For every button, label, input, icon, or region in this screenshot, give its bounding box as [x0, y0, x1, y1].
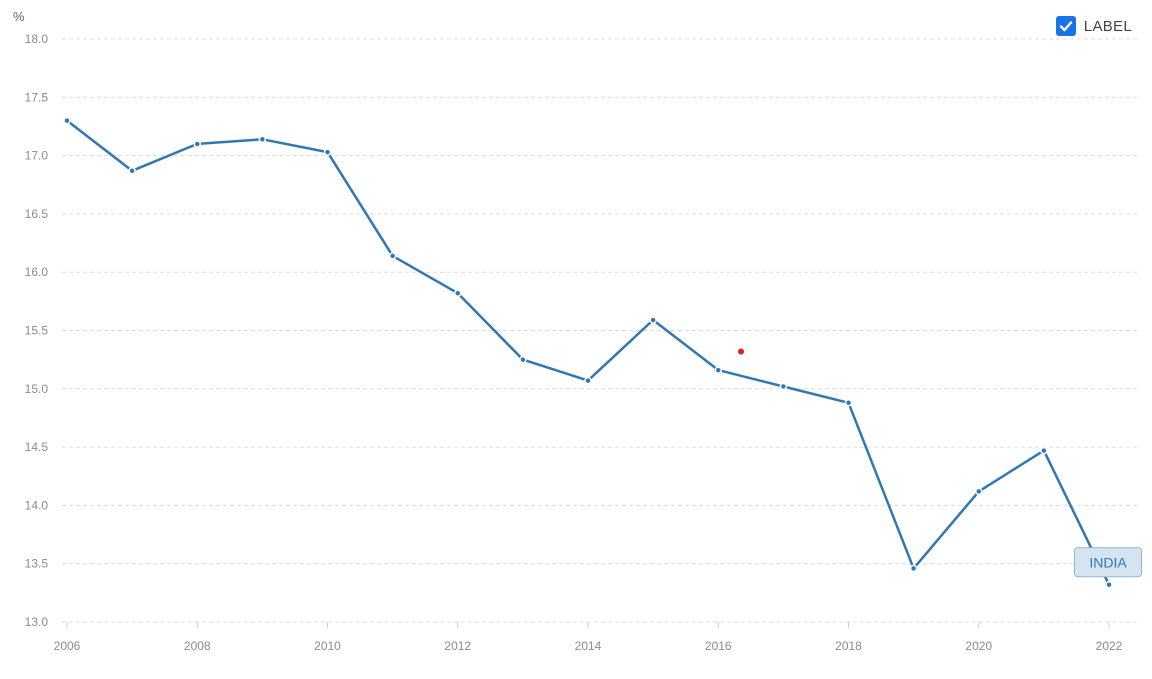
- series-layer: INDIA: [63, 116, 1142, 589]
- x-tick-label: 2018: [835, 639, 862, 653]
- data-point: [519, 355, 527, 364]
- y-tick-label: 17.5: [25, 90, 49, 104]
- x-tick-label: 2010: [314, 639, 341, 653]
- data-point: [258, 135, 267, 144]
- y-tick-label: 14.5: [25, 440, 49, 454]
- x-tick-label: 2008: [184, 639, 211, 653]
- series-end-label: INDIA: [1074, 547, 1142, 578]
- grid-lines: [62, 38, 1138, 623]
- data-point: [584, 376, 592, 385]
- annotation-layer: [738, 348, 745, 355]
- legend-checkbox[interactable]: [1055, 16, 1076, 36]
- y-tick-label: 13.0: [25, 615, 49, 629]
- data-point: [193, 140, 201, 148]
- legend-label: LABEL: [1083, 17, 1132, 35]
- y-tick-label: 13.5: [25, 557, 49, 571]
- x-tick-label: 2022: [1096, 639, 1123, 653]
- data-point: [975, 487, 983, 496]
- checkmark-icon: [1059, 21, 1072, 32]
- data-point: [128, 167, 136, 175]
- y-tick-label: 18.0: [25, 32, 49, 46]
- data-point: [909, 564, 918, 573]
- series-end-label-text: INDIA: [1089, 555, 1127, 571]
- y-tick-label: 15.0: [25, 382, 49, 396]
- y-tick-label: 14.0: [25, 498, 49, 512]
- series-line-india: [66, 119, 1111, 586]
- data-point: [1040, 446, 1048, 455]
- data-point: [1105, 580, 1113, 589]
- x-tick-label: 2012: [444, 639, 471, 653]
- series-end-label-box: [1074, 547, 1142, 578]
- data-point: [388, 252, 397, 260]
- data-point: [714, 366, 722, 374]
- x-tick-label: 2014: [575, 639, 602, 653]
- data-point: [649, 316, 657, 324]
- y-tick-label: 16.0: [25, 265, 49, 279]
- legend[interactable]: LABEL: [1055, 16, 1132, 36]
- data-point: [63, 116, 71, 125]
- annotation-marker: [738, 348, 745, 355]
- y-tick-label: 16.5: [25, 207, 49, 221]
- y-tick-label: 17.0: [25, 149, 49, 163]
- x-tick-label: 2016: [705, 639, 732, 653]
- x-axis-ticks: 2006 2008 2010 2012 2014 2016 2018 2020 2022: [54, 622, 1123, 653]
- x-tick-label: 2020: [965, 639, 992, 653]
- data-point: [323, 148, 332, 156]
- y-unit-label: %: [13, 9, 25, 24]
- data-point: [844, 399, 853, 407]
- y-tick-label: 15.5: [25, 324, 49, 338]
- data-point: [779, 382, 788, 391]
- y-axis-ticks: 18.0 17.5 17.0 16.5 16.0 15.5 15.0 14.5 14.0 13.5…: [25, 32, 49, 629]
- data-point: [454, 289, 462, 297]
- x-tick-label: 2006: [54, 639, 81, 653]
